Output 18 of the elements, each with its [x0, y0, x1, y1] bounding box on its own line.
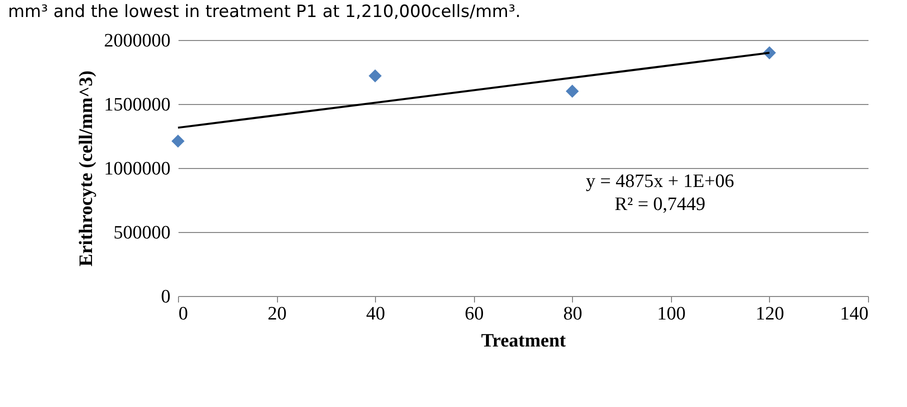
y-tick-label: 500000	[114, 222, 170, 244]
annotation: R² = 0,7449	[614, 194, 706, 215]
x-tick-label: 80	[563, 304, 582, 324]
x-tick-label: 120	[756, 304, 784, 324]
x-tick-label: 140	[840, 304, 868, 324]
annotation: y = 4875x + 1E+06	[586, 171, 734, 192]
x-tick-label: 40	[366, 304, 386, 324]
y-tick-label: 1000000	[104, 158, 170, 180]
y-tick-label: 0	[161, 286, 170, 308]
x-tick-label: 60	[464, 304, 484, 324]
y-tick-label: 1500000	[104, 94, 170, 116]
x-tick-label: 0	[178, 304, 188, 324]
y-axis-title: Erithrocyte (cell/mm^3)	[76, 70, 97, 266]
x-axis-title: Treatment	[481, 330, 567, 352]
x-tick-label: 100	[657, 304, 686, 324]
text: mm³ and the lowest in treatment P1 at 1,210,000cells/mm³.	[8, 2, 521, 22]
y-tick-label: 2000000	[104, 30, 170, 52]
x-tick-label: 20	[268, 304, 287, 324]
